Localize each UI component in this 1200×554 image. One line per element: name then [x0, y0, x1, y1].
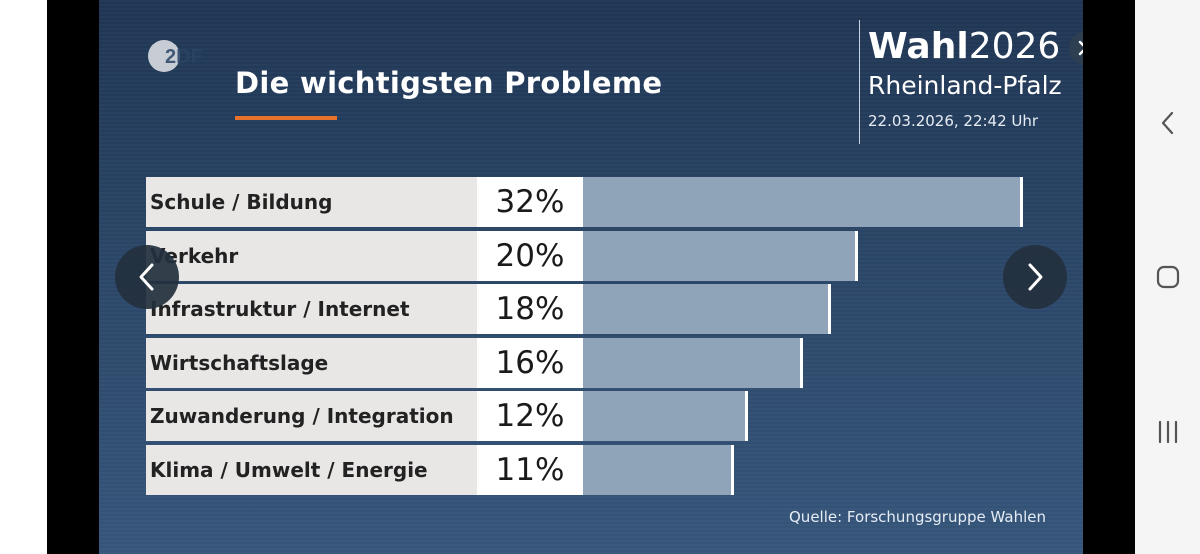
letterbox-right	[1083, 0, 1135, 554]
left-gutter	[0, 0, 47, 554]
back-icon	[1161, 111, 1173, 135]
brand-datetime: 22.03.2026, 22:42 Uhr	[868, 112, 1039, 130]
value-label: 32%	[477, 177, 583, 227]
chart-row: Verkehr 20%	[146, 230, 1023, 281]
value-label: 20%	[477, 230, 583, 281]
chevron-right-icon	[1028, 263, 1043, 291]
category-label: Zuwanderung / Integration	[146, 391, 477, 442]
value-label: 16%	[477, 337, 583, 388]
close-button[interactable]	[1069, 31, 1083, 65]
zdf-logo-text: 2DF	[165, 46, 203, 68]
chevron-left-icon	[139, 263, 154, 291]
chart-row: Klima / Umwelt / Energie 11%	[146, 445, 1023, 495]
bar	[583, 230, 858, 281]
value-label: 18%	[477, 284, 583, 335]
nav-recents-button[interactable]	[1135, 402, 1200, 462]
prev-button[interactable]	[115, 245, 179, 309]
brand-region: Rheinland-Pfalz	[868, 71, 1062, 100]
category-label: Verkehr	[146, 230, 477, 281]
tv-frame: 2DF Die wichtigsten Probleme Wahl2026 Rh…	[99, 0, 1083, 554]
chart-row: Zuwanderung / Integration 12%	[146, 391, 1023, 442]
bar	[583, 284, 831, 335]
bar	[583, 391, 748, 442]
zdf-logo: 2DF	[148, 40, 203, 72]
category-label: Schule / Bildung	[146, 177, 477, 227]
android-nav-bar	[1135, 0, 1200, 554]
category-label: Infrastruktur / Internet	[146, 284, 477, 335]
title-underline	[235, 116, 337, 120]
value-label: 12%	[477, 391, 583, 442]
bar	[583, 445, 735, 495]
letterbox-left	[47, 0, 99, 554]
brand-main: Wahl2026	[868, 27, 1078, 67]
value-label: 11%	[477, 445, 583, 495]
brand-wahl: Wahl	[868, 26, 969, 67]
chart-row: Schule / Bildung 32%	[146, 177, 1023, 227]
page-title: Die wichtigsten Probleme	[235, 66, 663, 100]
category-label: Klima / Umwelt / Energie	[146, 445, 477, 495]
source-note: Quelle: Forschungsgruppe Wahlen	[789, 508, 1046, 526]
bar-chart: Schule / Bildung 32% Verkehr 20% Infrastrukt…	[146, 177, 1023, 497]
next-button[interactable]	[1003, 245, 1067, 309]
nav-home-button[interactable]	[1135, 247, 1200, 307]
close-icon	[1078, 40, 1083, 56]
bar	[583, 177, 1023, 227]
home-icon	[1156, 265, 1179, 289]
election-brand: Wahl2026 Rheinland-Pfalz 22.03.2026, 22:…	[859, 20, 1078, 144]
chart-row: Infrastruktur / Internet 18%	[146, 284, 1023, 335]
chart-row: Wirtschaftslage 16%	[146, 337, 1023, 388]
nav-back-button[interactable]	[1135, 93, 1200, 153]
bar	[583, 337, 803, 388]
category-label: Wirtschaftslage	[146, 337, 477, 388]
recents-icon	[1158, 420, 1177, 444]
brand-year: 2026	[968, 26, 1061, 67]
